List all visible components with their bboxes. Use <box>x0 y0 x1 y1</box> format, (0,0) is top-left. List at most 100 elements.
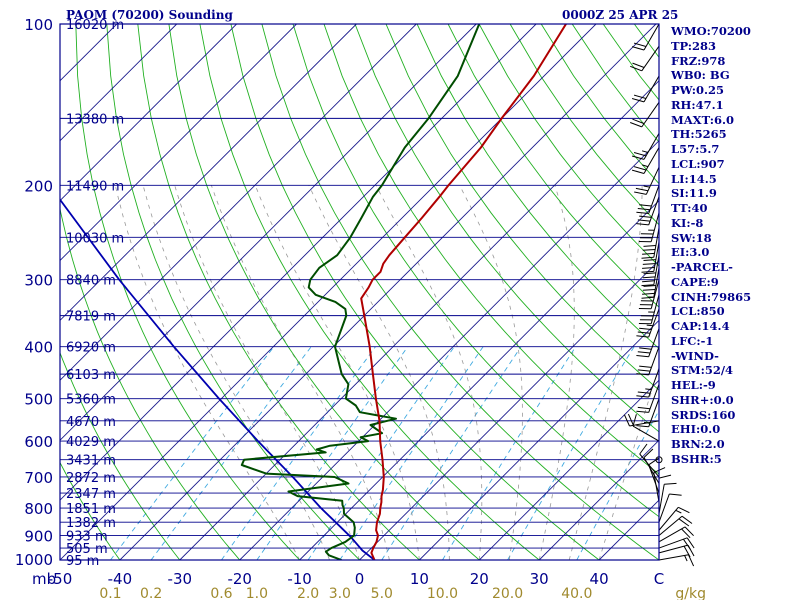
mixing-ratio-lines <box>110 346 659 560</box>
index-item: EI:3.0 <box>671 245 710 260</box>
height-label: 6103 m <box>66 368 116 383</box>
index-item: SI:11.9 <box>671 186 717 201</box>
sounding-indices-list: WMO:70200 TP:283 FRZ:978 WB0: BG PW:0.25 RH:4… <box>671 24 751 467</box>
wind-barb <box>636 328 660 358</box>
wind-barb <box>638 212 660 243</box>
wind-barb <box>658 506 690 531</box>
wind-barb <box>639 443 660 478</box>
moist-adiabat-line <box>174 185 360 560</box>
pressure-tick-label: 700 <box>24 469 53 487</box>
wind-barb <box>636 398 660 428</box>
y-axis-unit-label: mb <box>32 570 56 588</box>
wind-barb <box>631 23 660 51</box>
temperature-tick-label: -30 <box>168 570 193 588</box>
height-label: 16020 m <box>66 18 124 33</box>
wind-barb <box>636 368 660 398</box>
wind-barb <box>641 267 660 299</box>
isotherm-line <box>60 24 237 202</box>
pressure-tick-label: 100 <box>24 16 53 34</box>
height-label: 1851 m <box>66 502 116 517</box>
height-label: 3431 m <box>66 454 116 469</box>
wind-barb <box>630 102 660 128</box>
mixing-ratio-tick-label: 0.2 <box>140 586 162 600</box>
index-item: KI:-8 <box>671 215 704 230</box>
wind-barb <box>636 196 660 226</box>
temperature-profile-line <box>360 24 567 560</box>
wind-barb <box>658 515 693 536</box>
height-label: 95 m <box>66 554 99 569</box>
moist-adiabat-line <box>568 185 643 560</box>
mixing-ratio-tick-label: 40.0 <box>561 586 592 600</box>
mixing-ratio-line <box>256 346 409 560</box>
index-item: TP:283 <box>671 38 717 53</box>
wind-barb <box>634 166 660 195</box>
index-item: LCL:850 <box>671 304 725 319</box>
mixing-ratio-tick-label: 5.0 <box>371 586 393 600</box>
wind-barb <box>631 147 660 174</box>
wind-barb <box>631 75 660 103</box>
parcel-trace-line <box>60 198 376 560</box>
index-item: SRDS:160 <box>671 407 736 422</box>
index-item: L57:5.7 <box>671 142 720 156</box>
temperature-tick-label: 40 <box>590 570 609 588</box>
index-item: EHI:0.0 <box>671 422 721 437</box>
isotherm-line <box>179 80 659 560</box>
isotherm-line <box>299 199 659 560</box>
mixing-ratio-tick-label: 20.0 <box>492 586 523 600</box>
mixing-ratio-tick-label: 1.0 <box>246 586 268 600</box>
mixing-ratio-line <box>150 346 312 560</box>
wind-barb <box>658 554 695 567</box>
wind-barb <box>658 537 695 550</box>
x-axis-unit-label: C <box>654 570 664 588</box>
index-item: CINH:79865 <box>671 289 752 304</box>
dewpoint-profile-line <box>240 24 481 560</box>
isotherm-line <box>359 259 659 560</box>
isotherms <box>60 24 659 560</box>
isotherm-line <box>239 140 659 560</box>
moist-adiabat-line <box>114 185 300 560</box>
isotherm-line <box>60 24 417 381</box>
pressure-tick-label: 800 <box>24 500 53 518</box>
height-label: 11490 m <box>66 179 124 194</box>
wind-barb <box>638 279 660 310</box>
height-label: 5360 m <box>66 393 116 408</box>
isotherm-line <box>60 24 297 262</box>
mixing-ratio-tick-label: 0.6 <box>210 586 232 600</box>
index-item: LCL:907 <box>671 156 725 171</box>
sounding-profiles <box>60 24 567 560</box>
temperature-tick-label: -10 <box>287 570 312 588</box>
isotherm-line <box>60 24 477 441</box>
wind-barb <box>632 414 660 442</box>
mixing-ratio-tick-label: 2.0 <box>297 586 319 600</box>
isotherm-line <box>119 24 657 560</box>
index-item: BSHR:5 <box>671 451 722 466</box>
index-item: TT:40 <box>671 201 708 215</box>
wind-barb <box>643 448 660 484</box>
mixing-ratio-line <box>442 346 577 560</box>
isotherm-line <box>419 319 659 560</box>
index-item: CAPE:9 <box>671 274 719 289</box>
index-item: TH:5265 <box>671 127 727 142</box>
height-label: 7819 m <box>66 310 116 325</box>
pressure-tick-label: 500 <box>24 391 53 409</box>
moist-adiabat-line <box>254 185 420 560</box>
index-item: BRN:2.0 <box>671 437 725 451</box>
height-label: 505 m <box>66 542 108 557</box>
wind-barb <box>658 493 682 523</box>
dry-adiabat-line <box>199 24 540 560</box>
mixing-ratio-tick-label: 3.0 <box>329 586 351 600</box>
index-item: RH:47.1 <box>671 97 724 112</box>
index-item: WB0: BG <box>671 68 730 83</box>
index-item: LI:14.5 <box>671 171 717 186</box>
pressure-tick-label: 400 <box>24 339 53 357</box>
index-item: PW:0.25 <box>671 83 725 97</box>
wind-barb <box>636 308 660 338</box>
height-label: 8840 m <box>66 274 116 289</box>
pressure-tick-label: 600 <box>24 433 53 451</box>
index-item: SW:18 <box>671 230 712 245</box>
isotherm-line <box>60 24 178 142</box>
index-item: -PARCEL- <box>671 260 733 274</box>
station-title: PAOM (70200) Sounding <box>66 8 233 22</box>
